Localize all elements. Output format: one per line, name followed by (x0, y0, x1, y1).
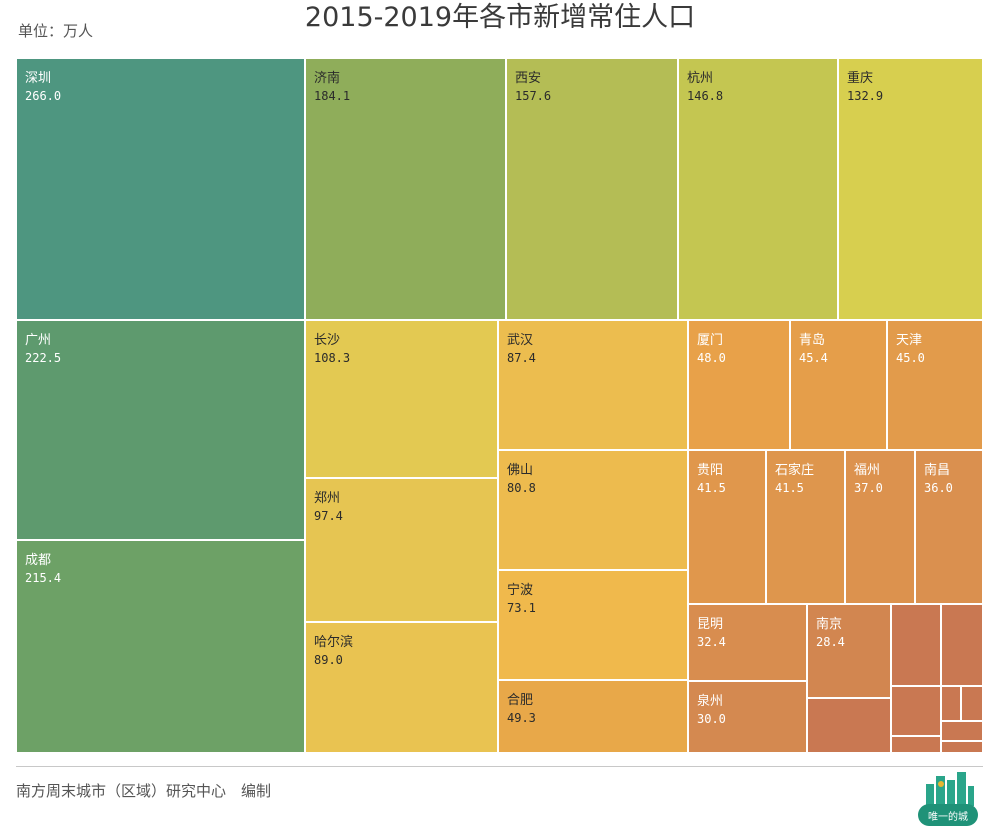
logo-skyline-icon (918, 772, 978, 826)
cell-value-label: 49.3 (507, 711, 536, 725)
cell-value-label: 28.4 (816, 635, 845, 649)
unit-label: 单位：万人 (18, 22, 94, 40)
treemap-cell: 武汉 87.4 (498, 320, 688, 450)
treemap-cell-unlabeled (941, 604, 983, 686)
treemap-cell-unlabeled (941, 686, 961, 721)
cell-name-label: 成都 (25, 553, 52, 568)
cell-name-label: 南京 (816, 617, 843, 632)
footer-credit: 南方周末城市（区域）研究中心 编制 (16, 782, 272, 800)
cell-value-label: 108.3 (314, 351, 351, 365)
treemap-cell: 南京 28.4 (807, 604, 891, 698)
treemap-cell: 石家庄 41.5 (766, 450, 845, 604)
treemap-cell: 郑州 97.4 (305, 478, 498, 622)
cell-name-label: 天津 (896, 333, 923, 348)
cell-value-label: 184.1 (314, 89, 351, 103)
treemap-cell-unlabeled (961, 686, 983, 721)
cell-name-label: 重庆 (847, 71, 874, 86)
cell-value-label: 45.0 (896, 351, 925, 365)
treemap-cell: 佛山 80.8 (498, 450, 688, 570)
cell-name-label: 长沙 (314, 333, 341, 348)
cell-value-label: 32.4 (697, 635, 726, 649)
treemap-cell: 合肥 49.3 (498, 680, 688, 753)
cell-name-label: 福州 (854, 463, 881, 478)
treemap-cell: 济南 184.1 (305, 58, 506, 320)
cell-value-label: 37.0 (854, 481, 883, 495)
treemap-cell: 重庆 132.9 (838, 58, 983, 320)
treemap-cell-unlabeled (891, 736, 941, 753)
cell-value-label: 87.4 (507, 351, 536, 365)
treemap-cell-unlabeled (941, 741, 983, 753)
cell-value-label: 36.0 (924, 481, 953, 495)
cell-name-label: 武汉 (507, 333, 534, 348)
cell-name-label: 佛山 (507, 463, 534, 478)
cell-name-label: 厦门 (697, 333, 724, 348)
treemap-cell: 长沙 108.3 (305, 320, 498, 478)
chart-title: 2015-2019年各市新增常住人口 (304, 2, 696, 33)
treemap-cell: 深圳 266.0 (16, 58, 305, 320)
cell-name-label: 济南 (314, 71, 341, 86)
treemap-cell: 贵阳 41.5 (688, 450, 766, 604)
treemap-cell-unlabeled (891, 604, 941, 686)
treemap-cell: 广州 222.5 (16, 320, 305, 540)
treemap-cell: 南昌 36.0 (915, 450, 983, 604)
cell-value-label: 41.5 (697, 481, 726, 495)
treemap-cell-unlabeled (941, 721, 983, 741)
cell-value-label: 30.0 (697, 712, 726, 726)
treemap-cell: 青岛 45.4 (790, 320, 887, 450)
cell-name-label: 宁波 (507, 583, 534, 598)
cell-value-label: 146.8 (687, 89, 724, 103)
logo-text: 唯一的城 (928, 810, 968, 823)
treemap-cell: 宁波 73.1 (498, 570, 688, 680)
cell-value-label: 73.1 (507, 601, 536, 615)
footer-divider (16, 766, 983, 767)
cell-value-label: 266.0 (25, 89, 62, 103)
cell-value-label: 45.4 (799, 351, 828, 365)
cell-value-label: 132.9 (847, 89, 884, 103)
cell-name-label: 青岛 (799, 333, 826, 348)
cell-name-label: 泉州 (697, 694, 724, 709)
cell-value-label: 157.6 (515, 89, 552, 103)
treemap-cell-unlabeled (807, 698, 891, 753)
treemap-cell: 哈尔滨 89.0 (305, 622, 498, 753)
treemap-cell: 西安 157.6 (506, 58, 678, 320)
treemap-cell: 成都 215.4 (16, 540, 305, 753)
logo: 唯一的城 (918, 772, 978, 826)
cell-name-label: 昆明 (697, 617, 724, 632)
cell-name-label: 石家庄 (775, 463, 815, 478)
cell-value-label: 89.0 (314, 653, 343, 667)
treemap-cell: 杭州 146.8 (678, 58, 838, 320)
cell-name-label: 杭州 (687, 71, 714, 86)
cell-value-label: 215.4 (25, 571, 62, 585)
cell-name-label: 合肥 (507, 693, 534, 708)
treemap-cell-unlabeled (891, 686, 941, 736)
cell-name-label: 西安 (515, 71, 542, 86)
treemap-cell: 天津 45.0 (887, 320, 983, 450)
cell-value-label: 97.4 (314, 509, 343, 523)
cell-value-label: 41.5 (775, 481, 804, 495)
cell-name-label: 郑州 (314, 491, 341, 506)
cell-name-label: 深圳 (25, 71, 52, 86)
treemap-cell: 厦门 48.0 (688, 320, 790, 450)
cell-name-label: 哈尔滨 (314, 635, 354, 650)
cell-name-label: 南昌 (924, 463, 951, 478)
cell-value-label: 80.8 (507, 481, 536, 495)
treemap-cell: 昆明 32.4 (688, 604, 807, 681)
cell-value-label: 222.5 (25, 351, 62, 365)
treemap-cell: 福州 37.0 (845, 450, 915, 604)
cell-name-label: 贵阳 (697, 463, 724, 478)
treemap-cell: 泉州 30.0 (688, 681, 807, 753)
cell-value-label: 48.0 (697, 351, 726, 365)
treemap-chart: 深圳 266.0 广州 222.5 成都 215.4 济南 184.1 西安 157.6 杭州 146… (16, 58, 983, 753)
cell-name-label: 广州 (25, 333, 52, 348)
